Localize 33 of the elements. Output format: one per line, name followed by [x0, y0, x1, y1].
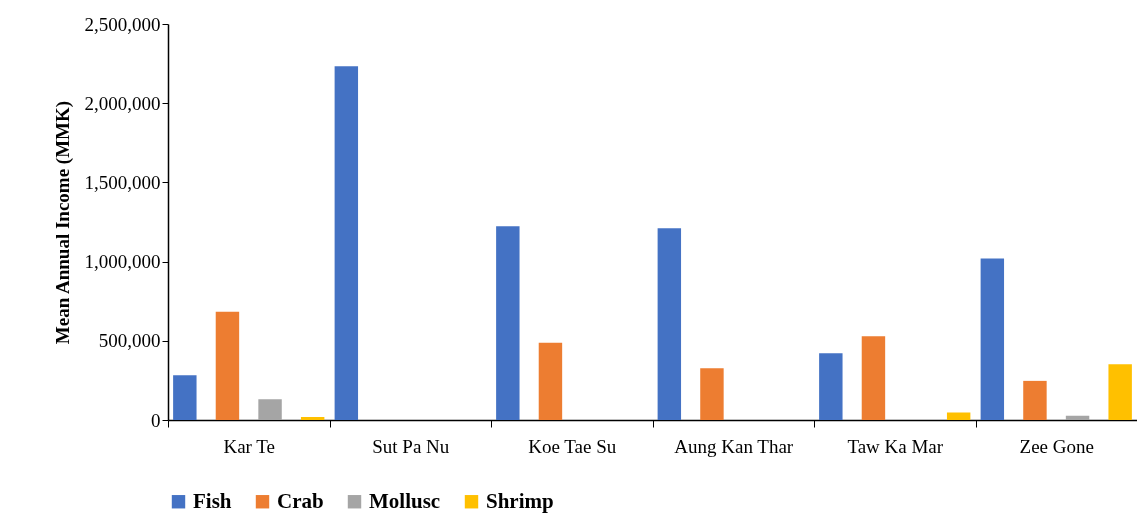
- bar: [334, 66, 359, 420]
- y-tick-label: 2,000,000: [84, 92, 161, 114]
- legend-label: Mollusc: [369, 488, 441, 513]
- bar: [980, 258, 1005, 420]
- x-tick-label: Sut Pa Nu: [372, 435, 450, 457]
- x-tick-label: Zee Gone: [1019, 435, 1094, 457]
- y-tick-label: 500,000: [98, 330, 161, 352]
- bar: [173, 375, 197, 420]
- bar: [538, 342, 563, 420]
- bar: [1065, 415, 1090, 420]
- y-tick-label: 0: [151, 409, 161, 431]
- bar: [819, 353, 843, 420]
- x-tick-label: Koe Tae Su: [528, 435, 617, 457]
- legend-label: Fish: [193, 488, 232, 513]
- bar: [946, 412, 971, 420]
- x-tick-label: Taw Ka Mar: [847, 435, 944, 457]
- bar: [861, 336, 886, 420]
- x-tick-label: Aung Kan Thar: [674, 435, 794, 457]
- bar: [657, 228, 682, 420]
- y-tick-label: 1,500,000: [84, 171, 161, 193]
- y-axis-title: Mean Annual Income (MMK): [51, 100, 74, 345]
- bar: [700, 368, 724, 420]
- bar: [258, 399, 282, 420]
- y-tick-label: 1,000,000: [84, 251, 161, 273]
- y-tick-label: 2,500,000: [84, 13, 161, 35]
- bar: [1023, 380, 1047, 420]
- legend-label: Crab: [277, 488, 324, 513]
- x-tick-label: Kar Te: [223, 435, 276, 457]
- bar: [1108, 364, 1132, 420]
- bar: [300, 416, 325, 420]
- bar: [215, 311, 240, 420]
- legend-label: Shrimp: [486, 488, 554, 513]
- bar: [496, 226, 520, 420]
